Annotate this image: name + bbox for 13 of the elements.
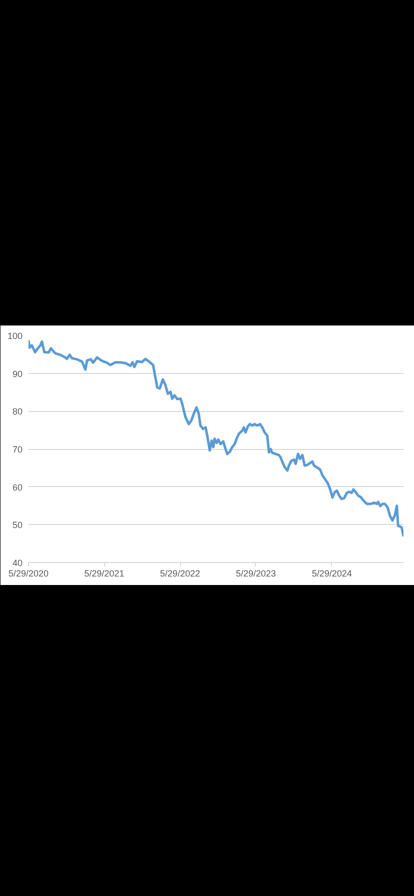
x-tick-label: 5/29/2022 (160, 568, 200, 578)
y-tick-label: 40 (12, 558, 23, 568)
y-tick-label: 80 (12, 406, 23, 417)
y-tick-label: 70 (12, 444, 23, 454)
x-tick-label: 5/29/2023 (236, 568, 276, 578)
y-tick-label: 90 (12, 368, 23, 379)
x-tick-label: 5/29/2024 (312, 568, 352, 578)
y-tick-label: 50 (12, 520, 23, 530)
x-tick-label: 5/29/2020 (8, 568, 49, 578)
line-series (28, 339, 404, 538)
y-tick-label: 100 (7, 331, 23, 341)
x-tick-label: 5/29/2021 (84, 568, 124, 578)
y-tick-label: 60 (12, 482, 23, 492)
